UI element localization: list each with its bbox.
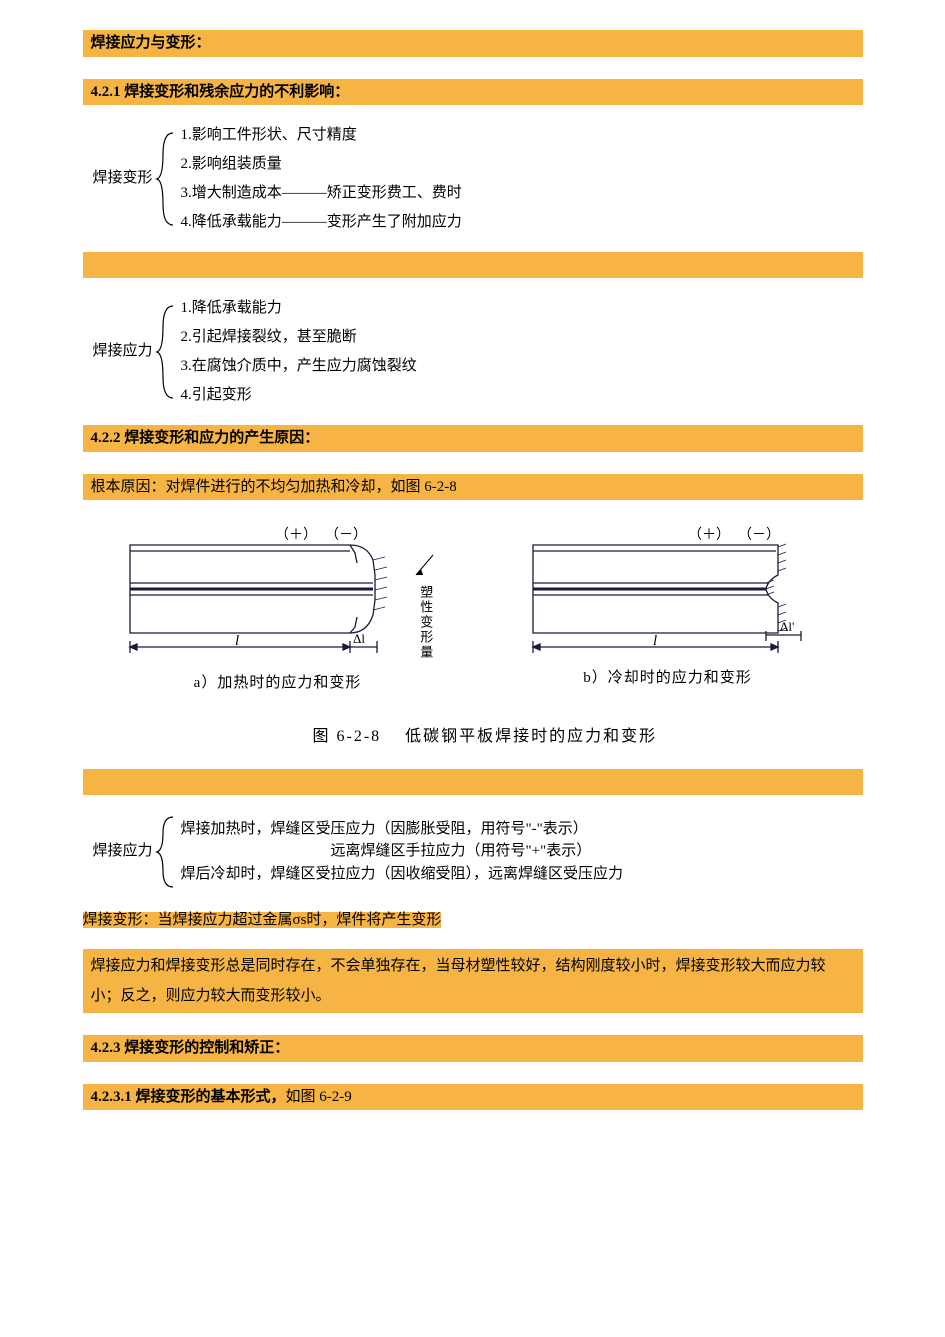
section-423-heading-block: 4.2.3 焊接变形的控制和矫正： <box>83 1035 863 1062</box>
title-block: 焊接应力与变形： <box>83 30 863 57</box>
brace-layout-deformation: 焊接变形 1.影响工件形状、尺寸精度 2.影响组装质量 3.增大制造成本———矫… <box>83 123 863 234</box>
deformation-brace-area: 焊接变形 1.影响工件形状、尺寸精度 2.影响组装质量 3.增大制造成本———矫… <box>83 105 863 252</box>
stress-item-1: 1.降低承载能力 <box>181 296 417 320</box>
arrow-icon <box>411 545 441 585</box>
deformation-item-4: 4.降低承载能力———变形产生了附加应力 <box>181 210 462 234</box>
diagram-row: （＋） （－） l Δl 塑性变形量 <box>103 525 843 695</box>
brace-label-deformation: 焊接变形 <box>93 167 153 190</box>
content-container: 焊接应力与变形： 4.2.1 焊接变形和残余应力的不利影响： 焊接变形 1.影响… <box>83 30 863 1110</box>
relation-text-block: 焊接应力和焊接变形总是同时存在，不会单独存在，当母材塑性较好，结构刚度较小时，焊… <box>83 949 863 1013</box>
separator-bar-2 <box>83 769 863 795</box>
document-page: 焊接应力与变形： 4.2.1 焊接变形和残余应力的不利影响： 焊接变形 1.影响… <box>0 0 945 1140</box>
brace-label-stress: 焊接应力 <box>93 340 153 363</box>
stress-items: 1.降低承载能力 2.引起焊接裂纹，甚至脆断 3.在腐蚀介质中，产生应力腐蚀裂纹… <box>181 296 417 407</box>
diagram-a-svg: （＋） （－） l Δl <box>115 525 405 655</box>
figure-628-caption: 图 6-2-8 低碳钢平板焊接时的应力和变形 <box>103 725 843 749</box>
sign-minus-b: （－） <box>738 527 780 543</box>
caption-a: a）加热时的应力和变形 <box>194 672 362 695</box>
plastic-deform-label: 塑性变形量 <box>416 585 436 660</box>
brace-label-stress-explain: 焊接应力 <box>93 840 153 863</box>
delta-l-a: Δl <box>353 631 365 646</box>
section-423-heading: 4.2.3 焊接变形的控制和矫正： <box>91 1040 290 1056</box>
section-4231-prefix: 4.2.3.1 焊接变形的基本形式， <box>91 1089 286 1105</box>
stress-item-2: 2.引起焊接裂纹，甚至脆断 <box>181 325 417 349</box>
section-422-heading-block: 4.2.2 焊接变形和应力的产生原因： <box>83 425 863 452</box>
section-4231-fig: 如图 6-2-9 <box>286 1089 352 1105</box>
sign-minus-a: （－） <box>325 527 367 543</box>
relation-text: 焊接应力和焊接变形总是同时存在，不会单独存在，当母材塑性较好，结构刚度较小时，焊… <box>91 958 826 1004</box>
sign-plus-a: （＋） <box>275 527 317 543</box>
separator-bar-1 <box>83 252 863 278</box>
root-cause-fig: 6-2-8 <box>421 479 457 495</box>
deformation-item-3: 3.增大制造成本———矫正变形费工、费时 <box>181 181 462 205</box>
root-cause-text: 根本原因：对焊件进行的不均匀加热和冷却，如图 <box>91 479 421 495</box>
section-422-heading: 4.2.2 焊接变形和应力的产生原因： <box>91 430 320 446</box>
brace-layout-stress-explain: 焊接应力 焊接加热时，焊缝区受压应力（因膨胀受阻，用符号"-"表示） 远离焊缝区… <box>83 813 863 891</box>
section-4231-heading-block: 4.2.3.1 焊接变形的基本形式，如图 6-2-9 <box>83 1084 863 1111</box>
stress-item-3: 3.在腐蚀介质中，产生应力腐蚀裂纹 <box>181 354 417 378</box>
stress-brace-area: 焊接应力 1.降低承载能力 2.引起焊接裂纹，甚至脆断 3.在腐蚀介质中，产生应… <box>83 278 863 425</box>
brace-icon <box>153 813 181 891</box>
deformation-item-2: 2.影响组装质量 <box>181 152 462 176</box>
delta-l-prime: Δl' <box>780 619 794 634</box>
deformation-item-1: 1.影响工件形状、尺寸精度 <box>181 123 462 147</box>
stress-explain-items: 焊接加热时，焊缝区受压应力（因膨胀受阻，用符号"-"表示） 远离焊缝区手拉应力（… <box>181 818 624 886</box>
title-text: 焊接应力与变形： <box>91 35 211 51</box>
sign-plus-b: （＋） <box>688 527 730 543</box>
diagram-a: （＋） （－） l Δl 塑性变形量 <box>103 525 453 695</box>
stress-item-4: 4.引起变形 <box>181 383 417 407</box>
diagram-b-svg: （＋） （－） l Δl' <box>518 525 818 655</box>
brace-icon <box>153 129 181 229</box>
brace-layout-stress: 焊接应力 1.降低承载能力 2.引起焊接裂纹，甚至脆断 3.在腐蚀介质中，产生应… <box>83 296 863 407</box>
stress-explain-1b: 远离焊缝区手拉应力（用符号"+"表示） <box>181 840 624 863</box>
section-421-heading-block: 4.2.1 焊接变形和残余应力的不利影响： <box>83 79 863 106</box>
deformation-items: 1.影响工件形状、尺寸精度 2.影响组装质量 3.增大制造成本———矫正变形费工… <box>181 123 462 234</box>
stress-explanation-area: 焊接应力 焊接加热时，焊缝区受压应力（因膨胀受阻，用符号"-"表示） 远离焊缝区… <box>83 795 863 909</box>
section-421-heading: 4.2.1 焊接变形和残余应力的不利影响： <box>91 84 350 100</box>
l-label-a: l <box>235 633 239 649</box>
brace-icon <box>153 302 181 402</box>
caption-b: b）冷却时的应力和变形 <box>583 667 752 690</box>
stress-explain-2: 焊后冷却时，焊缝区受拉应力（因收缩受阻），远离焊缝区受压应力 <box>181 863 624 886</box>
l-label-b: l <box>653 633 657 649</box>
root-cause-block: 根本原因：对焊件进行的不均匀加热和冷却，如图 6-2-8 <box>83 474 863 501</box>
deformation-highlight: 焊接变形：当焊接应力超过金属σs时，焊件将产生变形 <box>83 912 442 928</box>
stress-explain-1: 焊接加热时，焊缝区受压应力（因膨胀受阻，用符号"-"表示） <box>181 818 624 841</box>
diagram-b: （＋） （－） l Δl' b）冷却时的应力和变形 <box>493 525 843 690</box>
deformation-highlight-wrap: 焊接变形：当焊接应力超过金属σs时，焊件将产生变形 <box>83 909 863 932</box>
figure-628: （＋） （－） l Δl 塑性变形量 <box>83 500 863 769</box>
